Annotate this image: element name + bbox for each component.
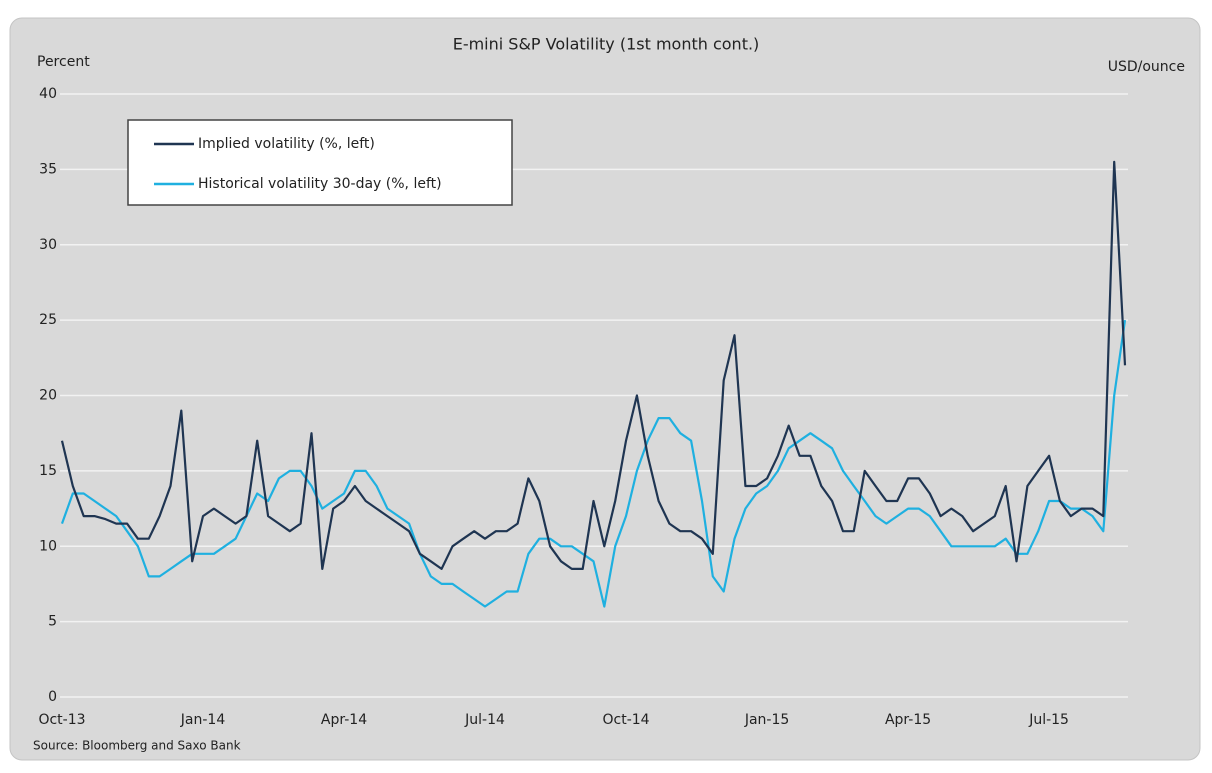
y-tick-label: 15 — [39, 463, 57, 479]
chart-title: E-mini S&P Volatility (1st month cont.) — [453, 35, 760, 54]
legend-label: Historical volatility 30-day (%, left) — [198, 176, 442, 192]
series-line — [60, 160, 1127, 570]
y-tick-label: 30 — [39, 237, 57, 253]
x-tick-label: Jul-15 — [1028, 712, 1069, 728]
y2-axis-label: USD/ounce — [1108, 59, 1185, 75]
legend-box — [127, 119, 513, 206]
source: Source: Bloomberg and Saxo Bank — [33, 739, 241, 753]
y-tick-label: 20 — [39, 388, 57, 404]
x-tick-label: Jan-14 — [180, 712, 226, 728]
y-tick-label: 40 — [39, 86, 57, 102]
y-axis-label: Percent — [37, 54, 90, 70]
x-tick-label: Apr-14 — [321, 712, 367, 728]
x-tick-label: Jan-15 — [744, 712, 789, 728]
y-tick-label: 35 — [39, 161, 57, 177]
x-tick-label: Apr-15 — [885, 712, 931, 728]
x-tick-label: Jul-14 — [464, 712, 505, 728]
x-tick-label: Oct-14 — [603, 712, 650, 728]
legend-label: Implied volatility (%, left) — [198, 136, 375, 152]
series-line — [60, 319, 1127, 608]
y-tick-label: 0 — [48, 689, 57, 705]
y-tick-label: 10 — [39, 538, 57, 554]
y-tick-label: 5 — [48, 614, 57, 630]
y-tick-label: 25 — [39, 312, 57, 328]
x-tick-label: Oct-13 — [38, 712, 85, 728]
